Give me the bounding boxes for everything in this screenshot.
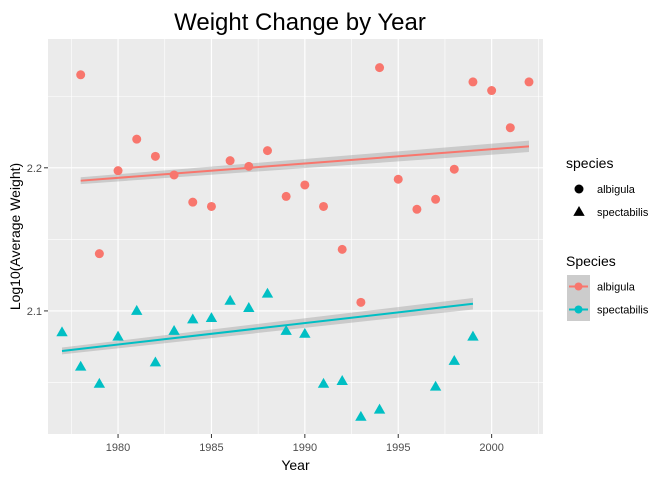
confidence-band-albigula (80, 140, 529, 185)
x-axis-ticks: 1980 1985 1990 1995 2000 (106, 434, 504, 454)
legend-entry-label: albigula (597, 184, 636, 196)
legend-key-triangle (573, 206, 585, 216)
legend-entry-label: spectabilis (597, 207, 649, 219)
point-albigula (393, 174, 403, 184)
legend-entry-label: spectabilis (597, 305, 649, 317)
point-spectabilis (467, 330, 479, 341)
point-spectabilis (168, 324, 180, 335)
point-spectabilis (112, 330, 124, 341)
x-tick-label: 1995 (386, 442, 410, 454)
plot-panel (48, 39, 543, 434)
point-albigula (449, 164, 459, 174)
point-albigula (206, 201, 216, 211)
point-spectabilis (355, 410, 367, 421)
point-albigula (244, 161, 254, 171)
point-albigula (150, 151, 160, 161)
fit-lines (61, 145, 530, 352)
x-tick-label: 1990 (293, 442, 317, 454)
point-spectabilis (224, 294, 236, 305)
point-spectabilis (429, 380, 442, 391)
point-spectabilis (205, 312, 218, 322)
point-albigula (113, 166, 123, 176)
point-albigula (412, 204, 422, 214)
point-spectabilis (187, 313, 199, 324)
point-albigula (169, 170, 179, 180)
point-spectabilis (280, 324, 292, 335)
point-albigula (487, 86, 497, 96)
point-albigula (356, 297, 366, 307)
point-spectabilis (317, 377, 330, 388)
point-spectabilis (299, 327, 311, 338)
point-albigula (337, 244, 347, 254)
point-albigula (431, 194, 441, 204)
legend-entry-label: albigula (597, 282, 636, 294)
point-albigula (262, 146, 272, 156)
point-albigula (94, 249, 104, 259)
chart-title: Weight Change by Year (174, 9, 426, 36)
fit-line-spectabilis (61, 302, 474, 352)
point-albigula (524, 77, 534, 87)
point-albigula (281, 191, 291, 201)
data-points (56, 63, 534, 421)
legend-title: Species (566, 253, 616, 269)
confidence-bands (62, 140, 529, 355)
fit-line-albigula (80, 145, 530, 182)
point-albigula (505, 123, 515, 133)
point-albigula (76, 70, 86, 80)
point-spectabilis (74, 360, 87, 371)
point-albigula (375, 63, 385, 73)
legend-title: species (566, 155, 613, 171)
point-albigula (132, 134, 142, 144)
legend-shape: species albigula spectabilis (566, 155, 649, 219)
y-axis-ticks: 2.1 2.2 (27, 163, 48, 318)
point-albigula (319, 201, 329, 211)
point-albigula (468, 77, 478, 87)
confidence-band-spectabilis (62, 298, 473, 355)
point-spectabilis (243, 302, 255, 312)
x-tick-label: 1980 (106, 442, 130, 454)
y-tick-label: 2.2 (27, 163, 42, 175)
x-axis-label: Year (281, 457, 310, 473)
point-spectabilis (336, 375, 348, 385)
y-axis-label: Log10(Average Weight) (7, 163, 23, 310)
legend-key-circle (574, 184, 584, 194)
grid-lines (48, 39, 543, 434)
point-spectabilis (93, 377, 106, 388)
x-tick-label: 1985 (199, 442, 223, 454)
point-spectabilis (56, 326, 68, 337)
x-tick-label: 2000 (479, 442, 503, 454)
legend-key-point (574, 282, 583, 291)
point-spectabilis (373, 403, 386, 414)
point-spectabilis (131, 304, 143, 315)
point-spectabilis (261, 287, 274, 298)
point-albigula (188, 197, 198, 207)
point-spectabilis (149, 356, 162, 367)
point-albigula (225, 156, 235, 166)
point-albigula (300, 180, 310, 190)
legend-key-point (574, 305, 583, 314)
y-tick-label: 2.1 (27, 306, 42, 318)
legend-color: Species albigula spectabilis (566, 253, 649, 321)
point-spectabilis (448, 355, 460, 365)
